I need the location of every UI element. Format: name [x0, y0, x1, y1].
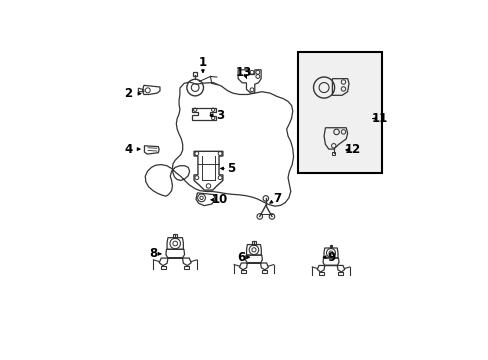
Text: 7: 7	[272, 193, 281, 206]
Text: 5: 5	[226, 162, 235, 175]
Text: 4: 4	[124, 143, 133, 156]
Text: 13: 13	[236, 66, 252, 79]
Bar	[331, 152, 335, 155]
Bar	[261, 270, 266, 273]
Text: 3: 3	[216, 109, 224, 122]
Bar	[173, 234, 177, 238]
Bar	[193, 72, 197, 76]
Bar	[252, 242, 255, 244]
Bar	[241, 270, 245, 273]
Bar	[338, 272, 342, 275]
Bar	[318, 272, 323, 275]
Text: 2: 2	[124, 87, 132, 100]
Bar	[183, 266, 189, 269]
Text: 11: 11	[371, 112, 387, 125]
Text: 1: 1	[199, 56, 206, 69]
Text: 9: 9	[327, 251, 335, 264]
Text: 6: 6	[236, 251, 244, 264]
Bar	[297, 51, 382, 174]
Text: 12: 12	[345, 143, 361, 157]
Text: 10: 10	[211, 193, 227, 206]
Bar	[161, 266, 166, 269]
Text: 8: 8	[149, 247, 157, 260]
Bar	[329, 245, 332, 248]
